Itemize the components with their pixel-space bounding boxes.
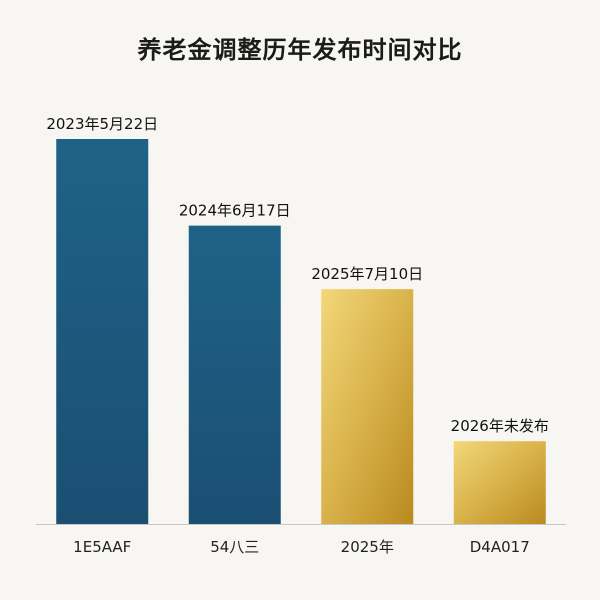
bar-2 bbox=[188, 225, 281, 524]
data-label-4: 2026年未发布 bbox=[451, 417, 549, 435]
bar-3 bbox=[321, 289, 414, 524]
data-label-2: 2024年6月17日 bbox=[179, 202, 291, 220]
x-tick-label-2: 54八三 bbox=[210, 538, 259, 556]
x-tick-label-3: 2025年 bbox=[341, 538, 394, 556]
bar-4 bbox=[453, 441, 546, 524]
x-tick-label-1: 1E5AAF bbox=[73, 538, 131, 556]
data-label-1: 2023年5月22日 bbox=[46, 115, 158, 133]
chart-title: 养老金调整历年发布时间对比 bbox=[137, 36, 463, 64]
data-label-3: 2025年7月10日 bbox=[311, 265, 423, 283]
bar-1 bbox=[56, 139, 149, 524]
x-tick-label-4: D4A017 bbox=[470, 538, 530, 556]
